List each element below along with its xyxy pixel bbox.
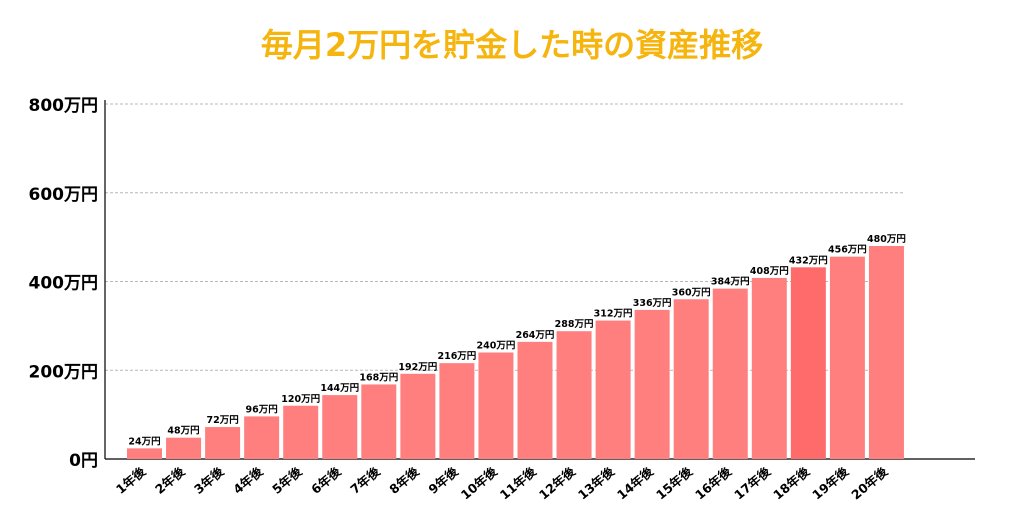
bars <box>127 246 904 459</box>
y-tick-label: 600万円 <box>29 185 99 205</box>
x-tick-label: 9年後 <box>425 463 461 496</box>
bar-18年後 <box>790 267 826 459</box>
x-tick-label: 7年後 <box>347 463 383 496</box>
x-tick-label: 15年後 <box>653 463 696 502</box>
x-tick-label: 13年後 <box>575 463 618 502</box>
data-label: 408万円 <box>750 266 789 277</box>
x-tick-label: 14年後 <box>614 463 657 502</box>
bar-5年後 <box>283 405 319 459</box>
data-labels: 24万円 48万円 72万円 96万円120万円144万円168万円192万円216万… <box>128 234 905 447</box>
data-label: 120万円 <box>281 394 320 405</box>
x-tick-label: 11年後 <box>497 463 540 502</box>
data-label: 360万円 <box>672 287 711 298</box>
y-tick-label: 0円 <box>69 451 98 471</box>
data-label: 216万円 <box>437 351 476 362</box>
data-label: 144万円 <box>320 383 359 394</box>
data-label: 192万円 <box>398 362 437 373</box>
x-tick-label: 5年後 <box>269 463 305 496</box>
data-label: 480万円 <box>867 234 906 245</box>
bar-10年後 <box>478 352 514 459</box>
x-tick-label: 3年後 <box>191 463 227 496</box>
y-axis-tick-labels: 0円 200万円 400万円 600万円 800万円 <box>29 96 99 471</box>
bar-13年後 <box>595 320 631 459</box>
bar-11年後 <box>517 341 553 459</box>
x-tick-label: 18年後 <box>770 463 813 502</box>
bar-3年後 <box>205 427 241 459</box>
bar-2年後 <box>166 437 202 459</box>
data-label: 312万円 <box>594 309 633 320</box>
y-tick-label: 800万円 <box>29 96 99 116</box>
data-label: 240万円 <box>477 341 516 352</box>
data-label: 96万円 <box>246 404 278 415</box>
x-tick-label: 12年後 <box>536 463 579 502</box>
bar-16年後 <box>712 288 748 459</box>
x-tick-label: 2年後 <box>152 463 188 496</box>
data-label: 456万円 <box>828 245 867 256</box>
bar-14年後 <box>634 309 670 459</box>
bar-6年後 <box>322 395 358 459</box>
bar-17年後 <box>751 277 787 459</box>
bar-20年後 <box>868 246 904 459</box>
x-tick-label: 10年後 <box>458 463 501 502</box>
bar-15年後 <box>673 299 709 459</box>
x-axis-tick-labels: 1年後 2年後 3年後 4年後 5年後 6年後 7年後 8年後 9年後10年後11年後12年後1… <box>113 463 891 502</box>
data-label: 336万円 <box>633 298 672 309</box>
bar-4年後 <box>244 416 280 459</box>
x-tick-label: 16年後 <box>692 463 735 502</box>
data-label: 432万円 <box>789 255 828 266</box>
bar-12年後 <box>556 331 592 459</box>
x-tick-label: 19年後 <box>809 463 852 502</box>
x-tick-label: 8年後 <box>386 463 422 496</box>
x-tick-label: 20年後 <box>848 463 891 502</box>
bar-19年後 <box>829 256 865 459</box>
data-label: 264万円 <box>516 330 555 341</box>
x-tick-label: 17年後 <box>731 463 774 502</box>
data-label: 288万円 <box>555 319 594 330</box>
x-tick-label: 1年後 <box>113 463 149 496</box>
data-label: 168万円 <box>359 372 398 383</box>
data-label: 24万円 <box>128 436 160 447</box>
data-label: 48万円 <box>167 426 199 437</box>
data-label: 72万円 <box>206 415 238 426</box>
y-tick-label: 200万円 <box>29 362 99 382</box>
y-tick-label: 400万円 <box>29 274 99 294</box>
x-tick-label: 4年後 <box>230 463 266 496</box>
chart-title: 毎月2万円を貯金した時の資産推移 <box>261 26 763 64</box>
x-tick-label: 6年後 <box>308 463 344 496</box>
data-label: 384万円 <box>711 277 750 288</box>
bar-8年後 <box>400 373 436 459</box>
bar-9年後 <box>439 363 475 459</box>
bar-7年後 <box>361 384 397 459</box>
bar-1年後 <box>127 448 162 459</box>
